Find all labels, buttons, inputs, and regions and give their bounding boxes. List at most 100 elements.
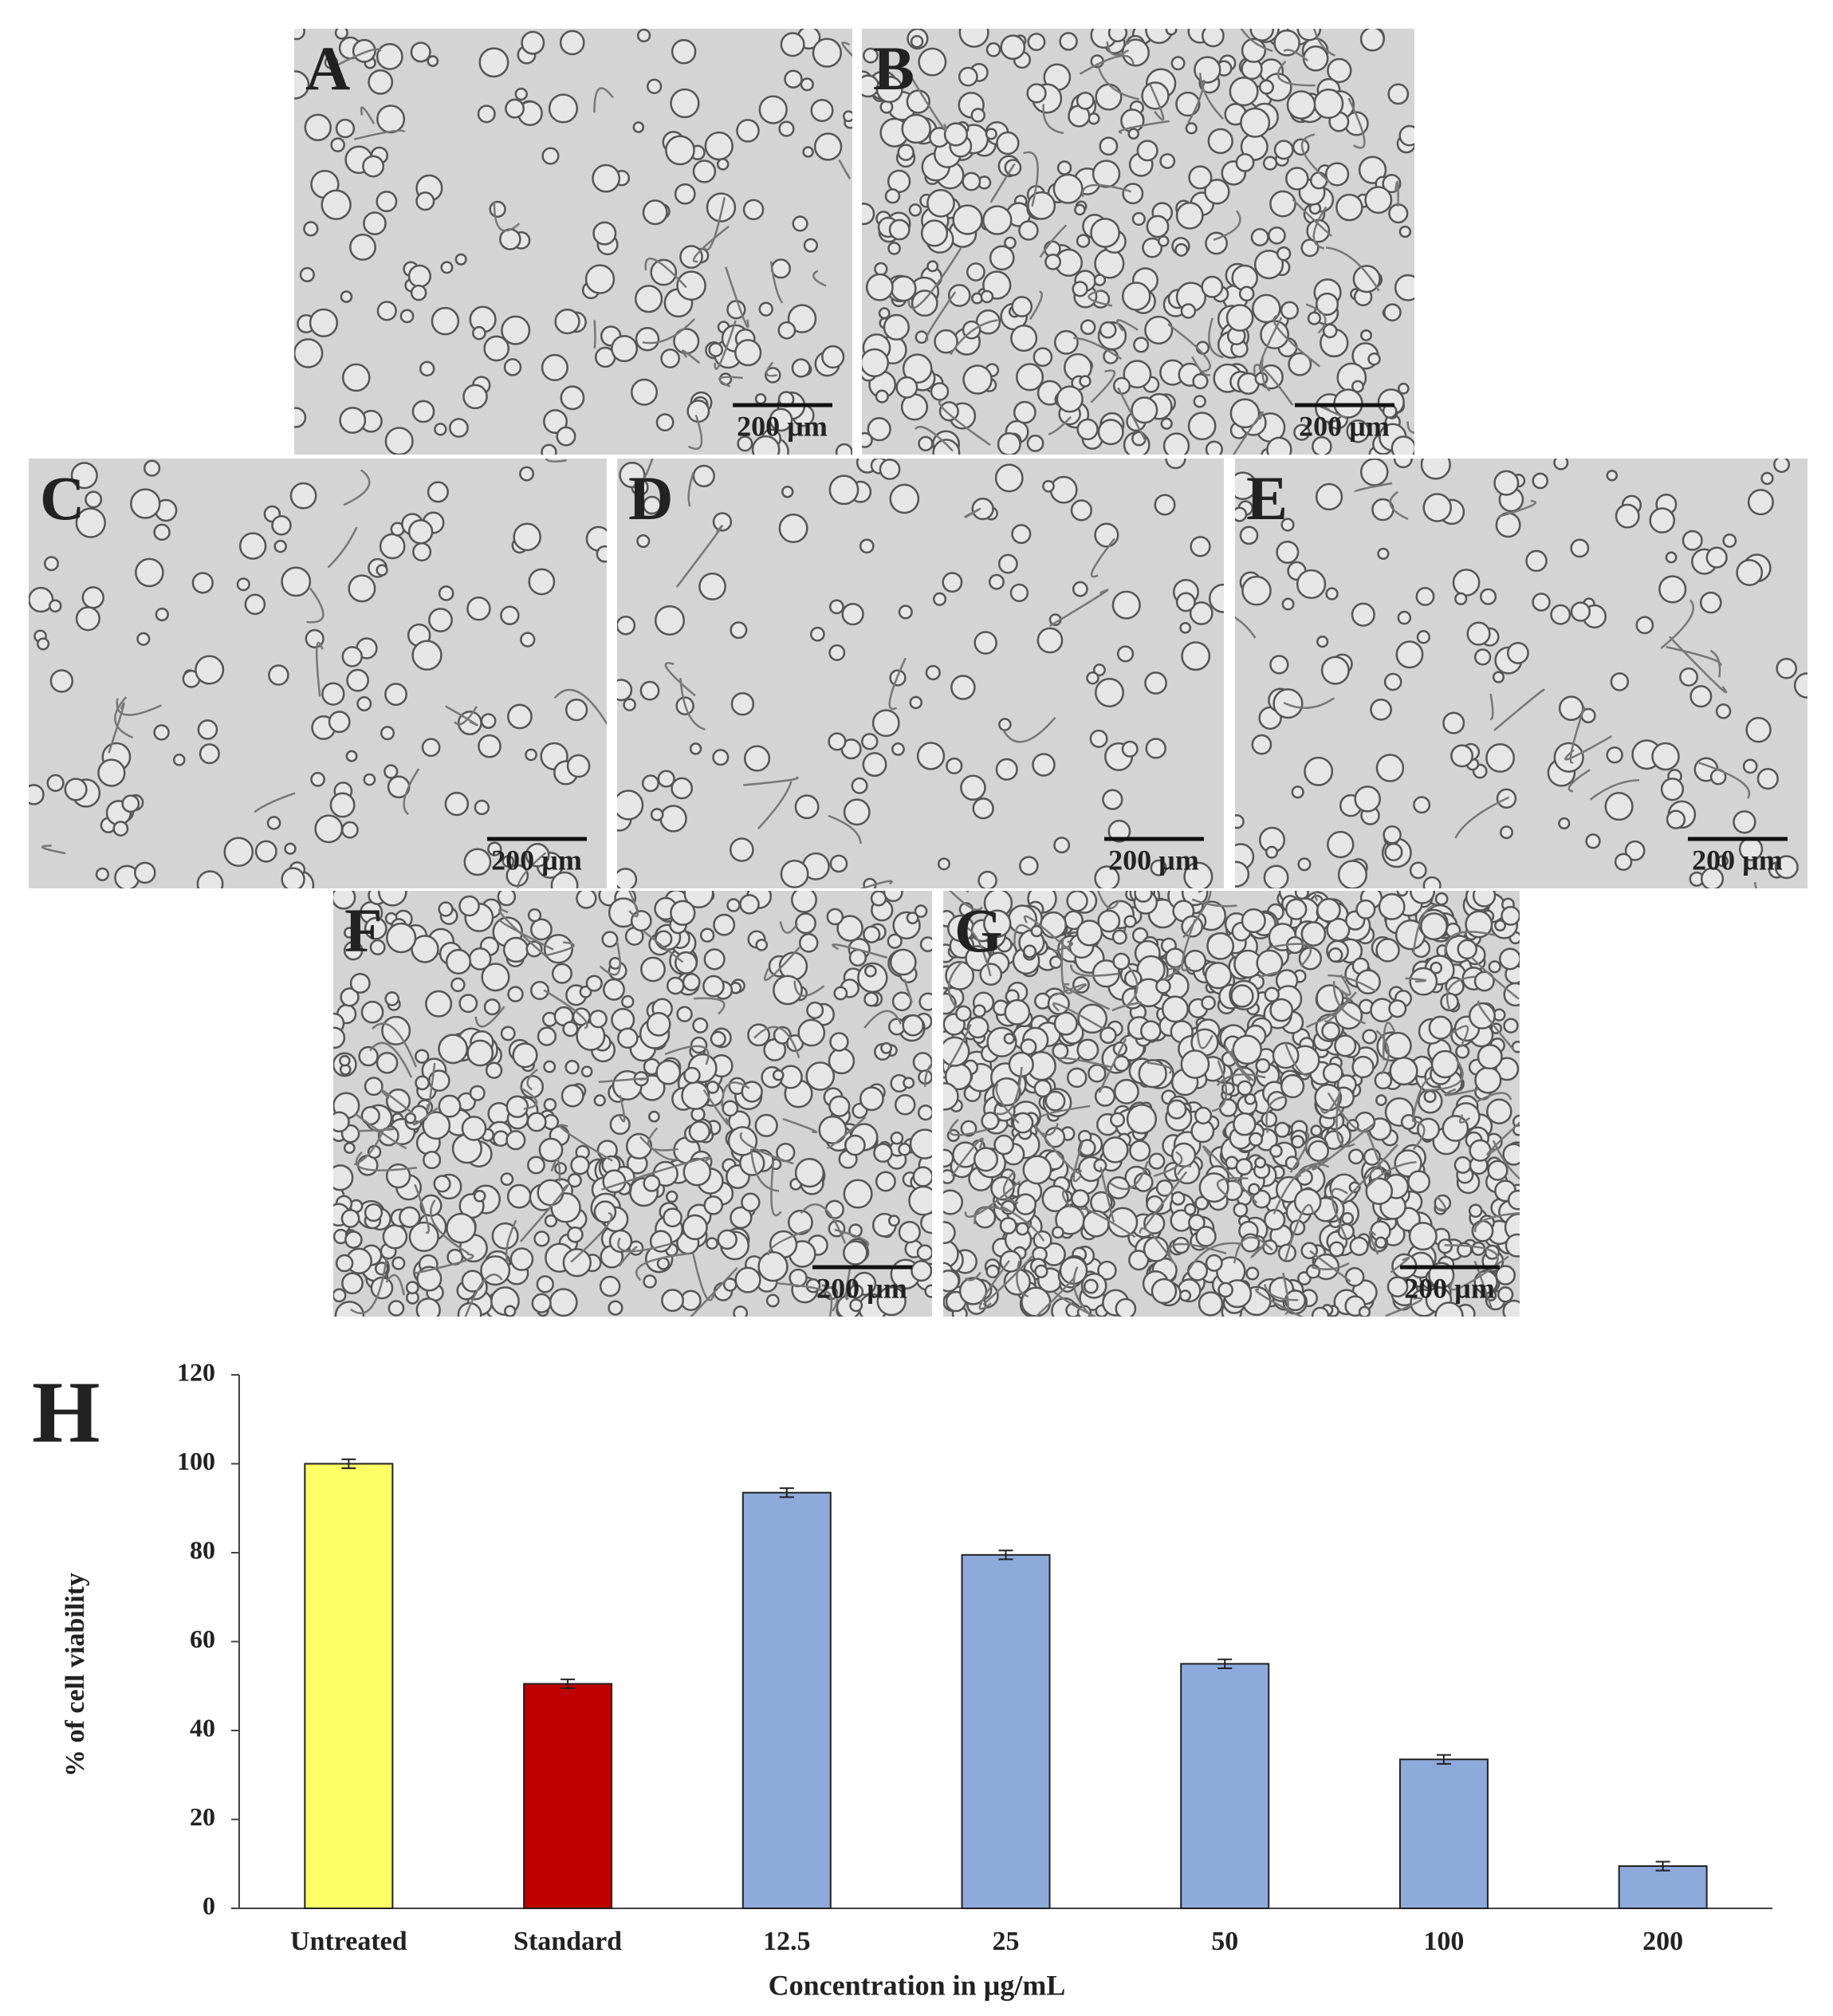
cell bbox=[1093, 274, 1107, 286]
cell bbox=[560, 385, 585, 411]
cell bbox=[480, 713, 497, 729]
panel-label: B bbox=[873, 33, 915, 103]
cell bbox=[1094, 522, 1119, 548]
cell bbox=[543, 1097, 557, 1112]
cell bbox=[650, 258, 678, 286]
cell bbox=[1699, 591, 1722, 614]
cell bbox=[1280, 1073, 1305, 1099]
cell bbox=[1111, 929, 1127, 945]
cell bbox=[130, 488, 161, 519]
cell bbox=[136, 632, 151, 646]
cell bbox=[1341, 1211, 1355, 1225]
cell-process bbox=[1335, 1089, 1355, 1148]
cell bbox=[1097, 909, 1121, 933]
error-bar bbox=[779, 1487, 794, 1498]
cell bbox=[438, 1034, 469, 1065]
cell bbox=[143, 459, 161, 477]
cell bbox=[1281, 597, 1295, 611]
cell bbox=[937, 857, 950, 871]
cell bbox=[784, 69, 803, 89]
cell bbox=[1041, 1185, 1069, 1213]
cell bbox=[485, 1061, 503, 1079]
cell bbox=[1486, 1098, 1512, 1124]
cell-process bbox=[545, 459, 567, 463]
cell bbox=[399, 309, 415, 324]
cell bbox=[1310, 1124, 1323, 1137]
cell bbox=[733, 1305, 749, 1317]
cell bbox=[75, 507, 106, 538]
cell-process bbox=[1489, 693, 1494, 720]
cell-process bbox=[627, 891, 639, 918]
cell-process bbox=[1300, 133, 1331, 184]
cell bbox=[791, 891, 817, 913]
cell bbox=[890, 275, 917, 302]
cell bbox=[321, 682, 345, 706]
cell bbox=[1375, 1094, 1387, 1106]
cell bbox=[1206, 931, 1235, 960]
cell bbox=[1394, 274, 1414, 301]
cell bbox=[1241, 575, 1272, 606]
cell bbox=[1014, 1193, 1037, 1215]
cell bbox=[1107, 819, 1131, 843]
cell bbox=[611, 335, 639, 363]
cell-process bbox=[1052, 940, 1073, 953]
cell-process bbox=[1754, 881, 1758, 888]
cell bbox=[836, 915, 863, 942]
cell bbox=[1344, 1266, 1365, 1287]
cell bbox=[425, 990, 453, 1018]
cell bbox=[368, 69, 394, 95]
cell-process bbox=[327, 526, 358, 569]
cell bbox=[1440, 992, 1459, 1012]
cell bbox=[1416, 1117, 1441, 1141]
micrograph-bg bbox=[1235, 459, 1807, 888]
cell bbox=[1162, 432, 1190, 455]
cell bbox=[458, 994, 478, 1014]
cell bbox=[996, 131, 1020, 156]
cell bbox=[454, 253, 467, 266]
cell bbox=[1121, 282, 1151, 311]
cell bbox=[1150, 859, 1167, 876]
cell bbox=[1473, 971, 1495, 992]
cell bbox=[349, 973, 371, 994]
cell bbox=[1140, 1020, 1162, 1041]
cell bbox=[1175, 201, 1204, 230]
cell bbox=[797, 1018, 826, 1047]
cell-process bbox=[1312, 1122, 1375, 1171]
cell-process bbox=[617, 1237, 672, 1253]
cell bbox=[415, 191, 435, 211]
cell bbox=[415, 1075, 431, 1091]
cell bbox=[81, 586, 104, 609]
cell bbox=[955, 1005, 972, 1022]
cell-process bbox=[1394, 180, 1399, 207]
cell bbox=[1088, 1064, 1107, 1083]
cell bbox=[758, 301, 773, 317]
cell bbox=[699, 927, 715, 943]
cell bbox=[754, 1113, 778, 1137]
cell bbox=[1217, 1282, 1233, 1298]
cell bbox=[794, 794, 820, 820]
cell bbox=[580, 1065, 593, 1078]
cell bbox=[1239, 526, 1259, 545]
cell bbox=[1086, 671, 1099, 685]
cell bbox=[525, 748, 537, 762]
cell-process bbox=[949, 319, 998, 356]
cell bbox=[352, 38, 376, 63]
cell bbox=[500, 1172, 514, 1187]
cell bbox=[780, 860, 809, 888]
cell-process bbox=[693, 997, 726, 1015]
cell bbox=[281, 566, 312, 597]
cell-process bbox=[1059, 1057, 1112, 1069]
cell bbox=[770, 258, 792, 279]
cell bbox=[478, 734, 502, 758]
cell bbox=[1166, 1099, 1187, 1120]
cell bbox=[450, 977, 466, 993]
cell bbox=[548, 93, 579, 124]
cell-process bbox=[1261, 357, 1271, 392]
cell bbox=[1089, 729, 1108, 748]
cell bbox=[1233, 1202, 1249, 1218]
cell bbox=[773, 1026, 792, 1045]
cell bbox=[1238, 285, 1255, 302]
cell-process bbox=[1118, 120, 1170, 134]
cell bbox=[1121, 740, 1139, 758]
cell-process bbox=[1139, 1227, 1177, 1266]
